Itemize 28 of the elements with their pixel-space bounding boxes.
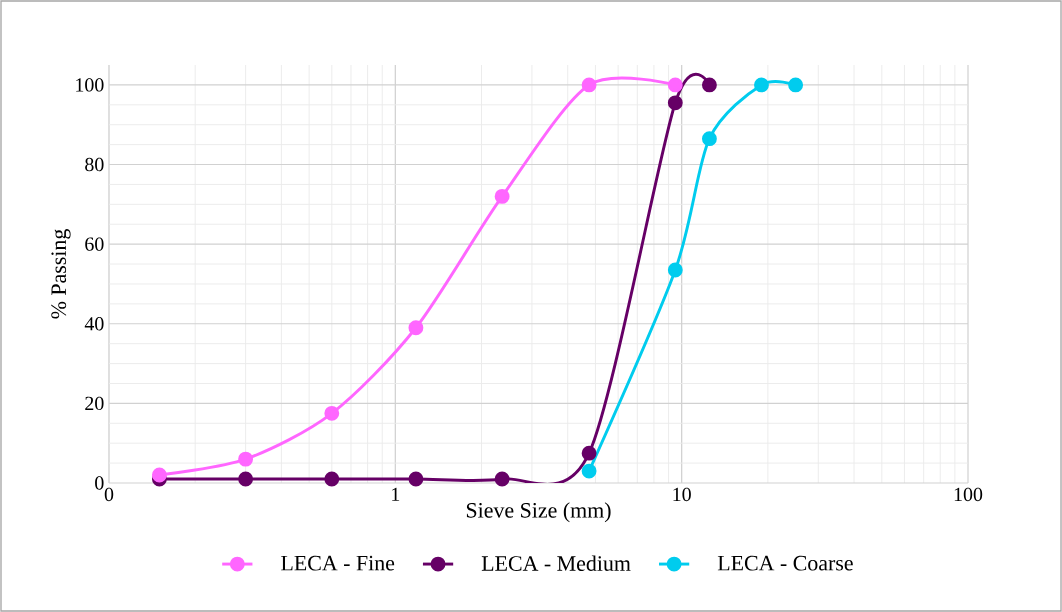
y-tick-label: 80 xyxy=(85,157,104,172)
y-tick-label: 0 xyxy=(95,476,104,490)
point xyxy=(238,451,254,467)
point xyxy=(324,405,340,421)
point xyxy=(408,320,424,336)
x-tick-label: 10 xyxy=(673,487,691,502)
y-axis-title: % Passing xyxy=(51,229,71,319)
point xyxy=(667,77,683,93)
x-tick-label: 100 xyxy=(954,487,983,502)
point xyxy=(581,445,597,461)
x-tick-label: 1 xyxy=(392,487,400,501)
point xyxy=(667,95,683,111)
point xyxy=(151,467,167,483)
y-tick-label: 20 xyxy=(85,396,104,411)
point xyxy=(408,471,424,487)
legend-label: LECA - Coarse xyxy=(717,555,853,571)
point xyxy=(238,471,254,487)
legend-label: LECA - Medium xyxy=(481,555,631,571)
point xyxy=(494,471,510,487)
point xyxy=(581,77,597,93)
legend-label: LECA - Fine xyxy=(281,555,395,571)
x-axis-title: Sieve Size (mm) xyxy=(466,502,611,523)
y-tick-label: 100 xyxy=(76,78,104,92)
y-tick-label: 40 xyxy=(84,317,104,331)
point xyxy=(494,188,510,204)
x-tick-label: 0 xyxy=(104,487,114,502)
point xyxy=(324,471,340,487)
y-tick-label: 60 xyxy=(85,237,104,251)
